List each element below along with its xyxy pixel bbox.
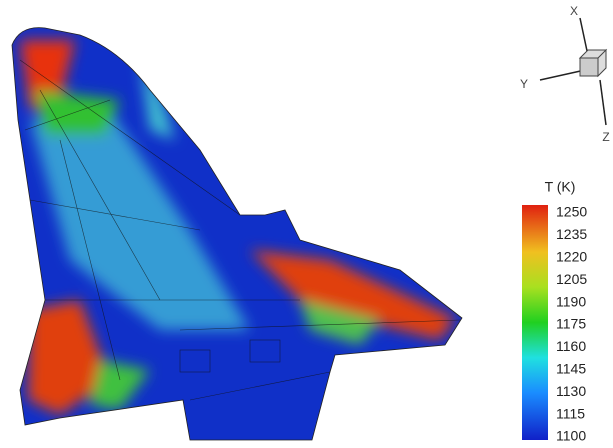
page: X Y Z T (K) 1250 1235 1220 1205 1190 1175 1160… — [0, 0, 613, 448]
colorbar: T (K) 1250 1235 1220 1205 1190 1175 1160 1145 11… — [522, 179, 587, 444]
colorbar-tick-label: 1205 — [556, 271, 587, 287]
colorbar-tick-label: 1235 — [556, 226, 587, 242]
colorbar-tick-label: 1175 — [556, 316, 586, 332]
axis-label: Z — [602, 130, 609, 144]
colorbar-tick-label: 1190 — [556, 293, 586, 309]
colorbar-gradient — [522, 205, 548, 440]
colorbar-tick-label: 1250 — [556, 204, 587, 220]
colorbar-tick-label: 1220 — [556, 249, 587, 265]
colorbar-tick-label: 1115 — [556, 405, 585, 421]
axes-triad: X Y Z — [520, 4, 610, 144]
colorbar-tick-label: 1145 — [556, 361, 586, 377]
colorbar-title: T (K) — [545, 179, 576, 195]
colorbar-tick-label: 1130 — [556, 383, 586, 399]
colorbar-tick-label: 1160 — [556, 338, 586, 354]
colorbar-tick-label: 1100 — [556, 428, 586, 444]
shuttle — [0, 0, 470, 448]
axis-label: X — [570, 4, 578, 18]
axis-label: Y — [520, 77, 528, 91]
